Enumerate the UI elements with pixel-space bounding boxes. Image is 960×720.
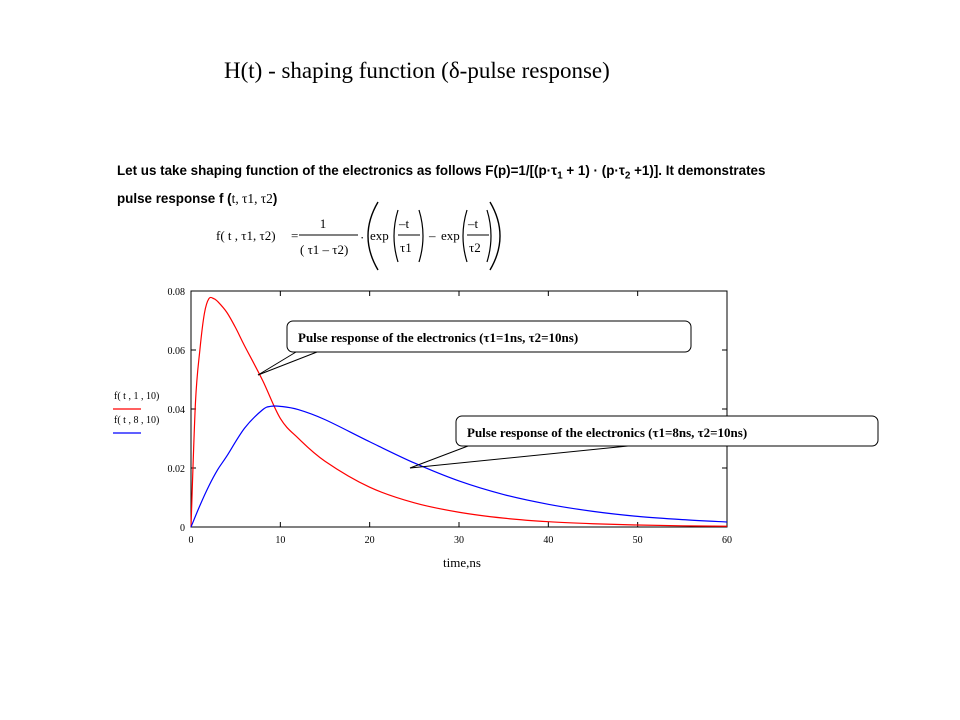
- y-tick-label: 0.02: [168, 464, 186, 475]
- intro-line-1-part-c: +1)]. It demonstrates: [630, 163, 766, 178]
- y-tick-label: 0.06: [168, 346, 186, 357]
- intro-line-1-part-a: Let us take shaping function of the elec…: [117, 163, 558, 178]
- legend-label-2: f( t , 8 , 10): [114, 415, 159, 426]
- annotation-box-2: [455, 415, 879, 447]
- y-tick-label: 0: [180, 523, 185, 534]
- tau2-subscript: 2: [624, 170, 631, 182]
- x-tick-label: 40: [543, 535, 553, 546]
- x-tick-label: 50: [633, 535, 643, 546]
- intro-line-1: Let us take shaping function of the elec…: [117, 160, 837, 188]
- annotation-box-1: [286, 320, 692, 353]
- series-line-2: [190, 405, 728, 528]
- intro-line-2-args: t, τ1, τ2: [231, 190, 273, 206]
- x-tick-label: 10: [275, 535, 285, 546]
- x-tick-label: 20: [365, 535, 375, 546]
- x-tick-label: 60: [722, 535, 732, 546]
- annotation-pointer-2: [409, 445, 469, 469]
- annotation-pointer-2-b: [409, 445, 629, 469]
- tau1-subscript: 1: [557, 170, 563, 182]
- x-tick-label: 0: [189, 535, 194, 546]
- intro-line-2-part-a: pulse response f (: [117, 190, 232, 206]
- intro-line-2-part-b: ): [272, 190, 278, 206]
- annotation-text-1: Pulse response of the electronics (τ1=1n…: [298, 330, 578, 345]
- intro-line-1-part-b: + 1) · (p·τ: [562, 163, 625, 178]
- x-tick-label: 30: [454, 535, 464, 546]
- intro-line-2: pulse response f (t, τ1, τ2): [117, 188, 837, 210]
- y-tick-label: 0.08: [168, 287, 186, 298]
- intro-text: Let us take shaping function of the elec…: [117, 160, 837, 210]
- annotation-pointer-1-b: [257, 351, 318, 376]
- annotation-text-2: Pulse response of the electronics (τ1=8n…: [467, 425, 747, 440]
- x-axis-label: time,ns: [443, 555, 481, 570]
- page-title: H(t) - shaping function (δ-pulse respons…: [224, 58, 610, 83]
- annotation-pointer-1: [257, 351, 297, 376]
- y-tick-label: 0.04: [168, 405, 186, 416]
- legend-label-1: f( t , 1 , 10): [114, 391, 159, 402]
- series-line-1: [190, 296, 728, 528]
